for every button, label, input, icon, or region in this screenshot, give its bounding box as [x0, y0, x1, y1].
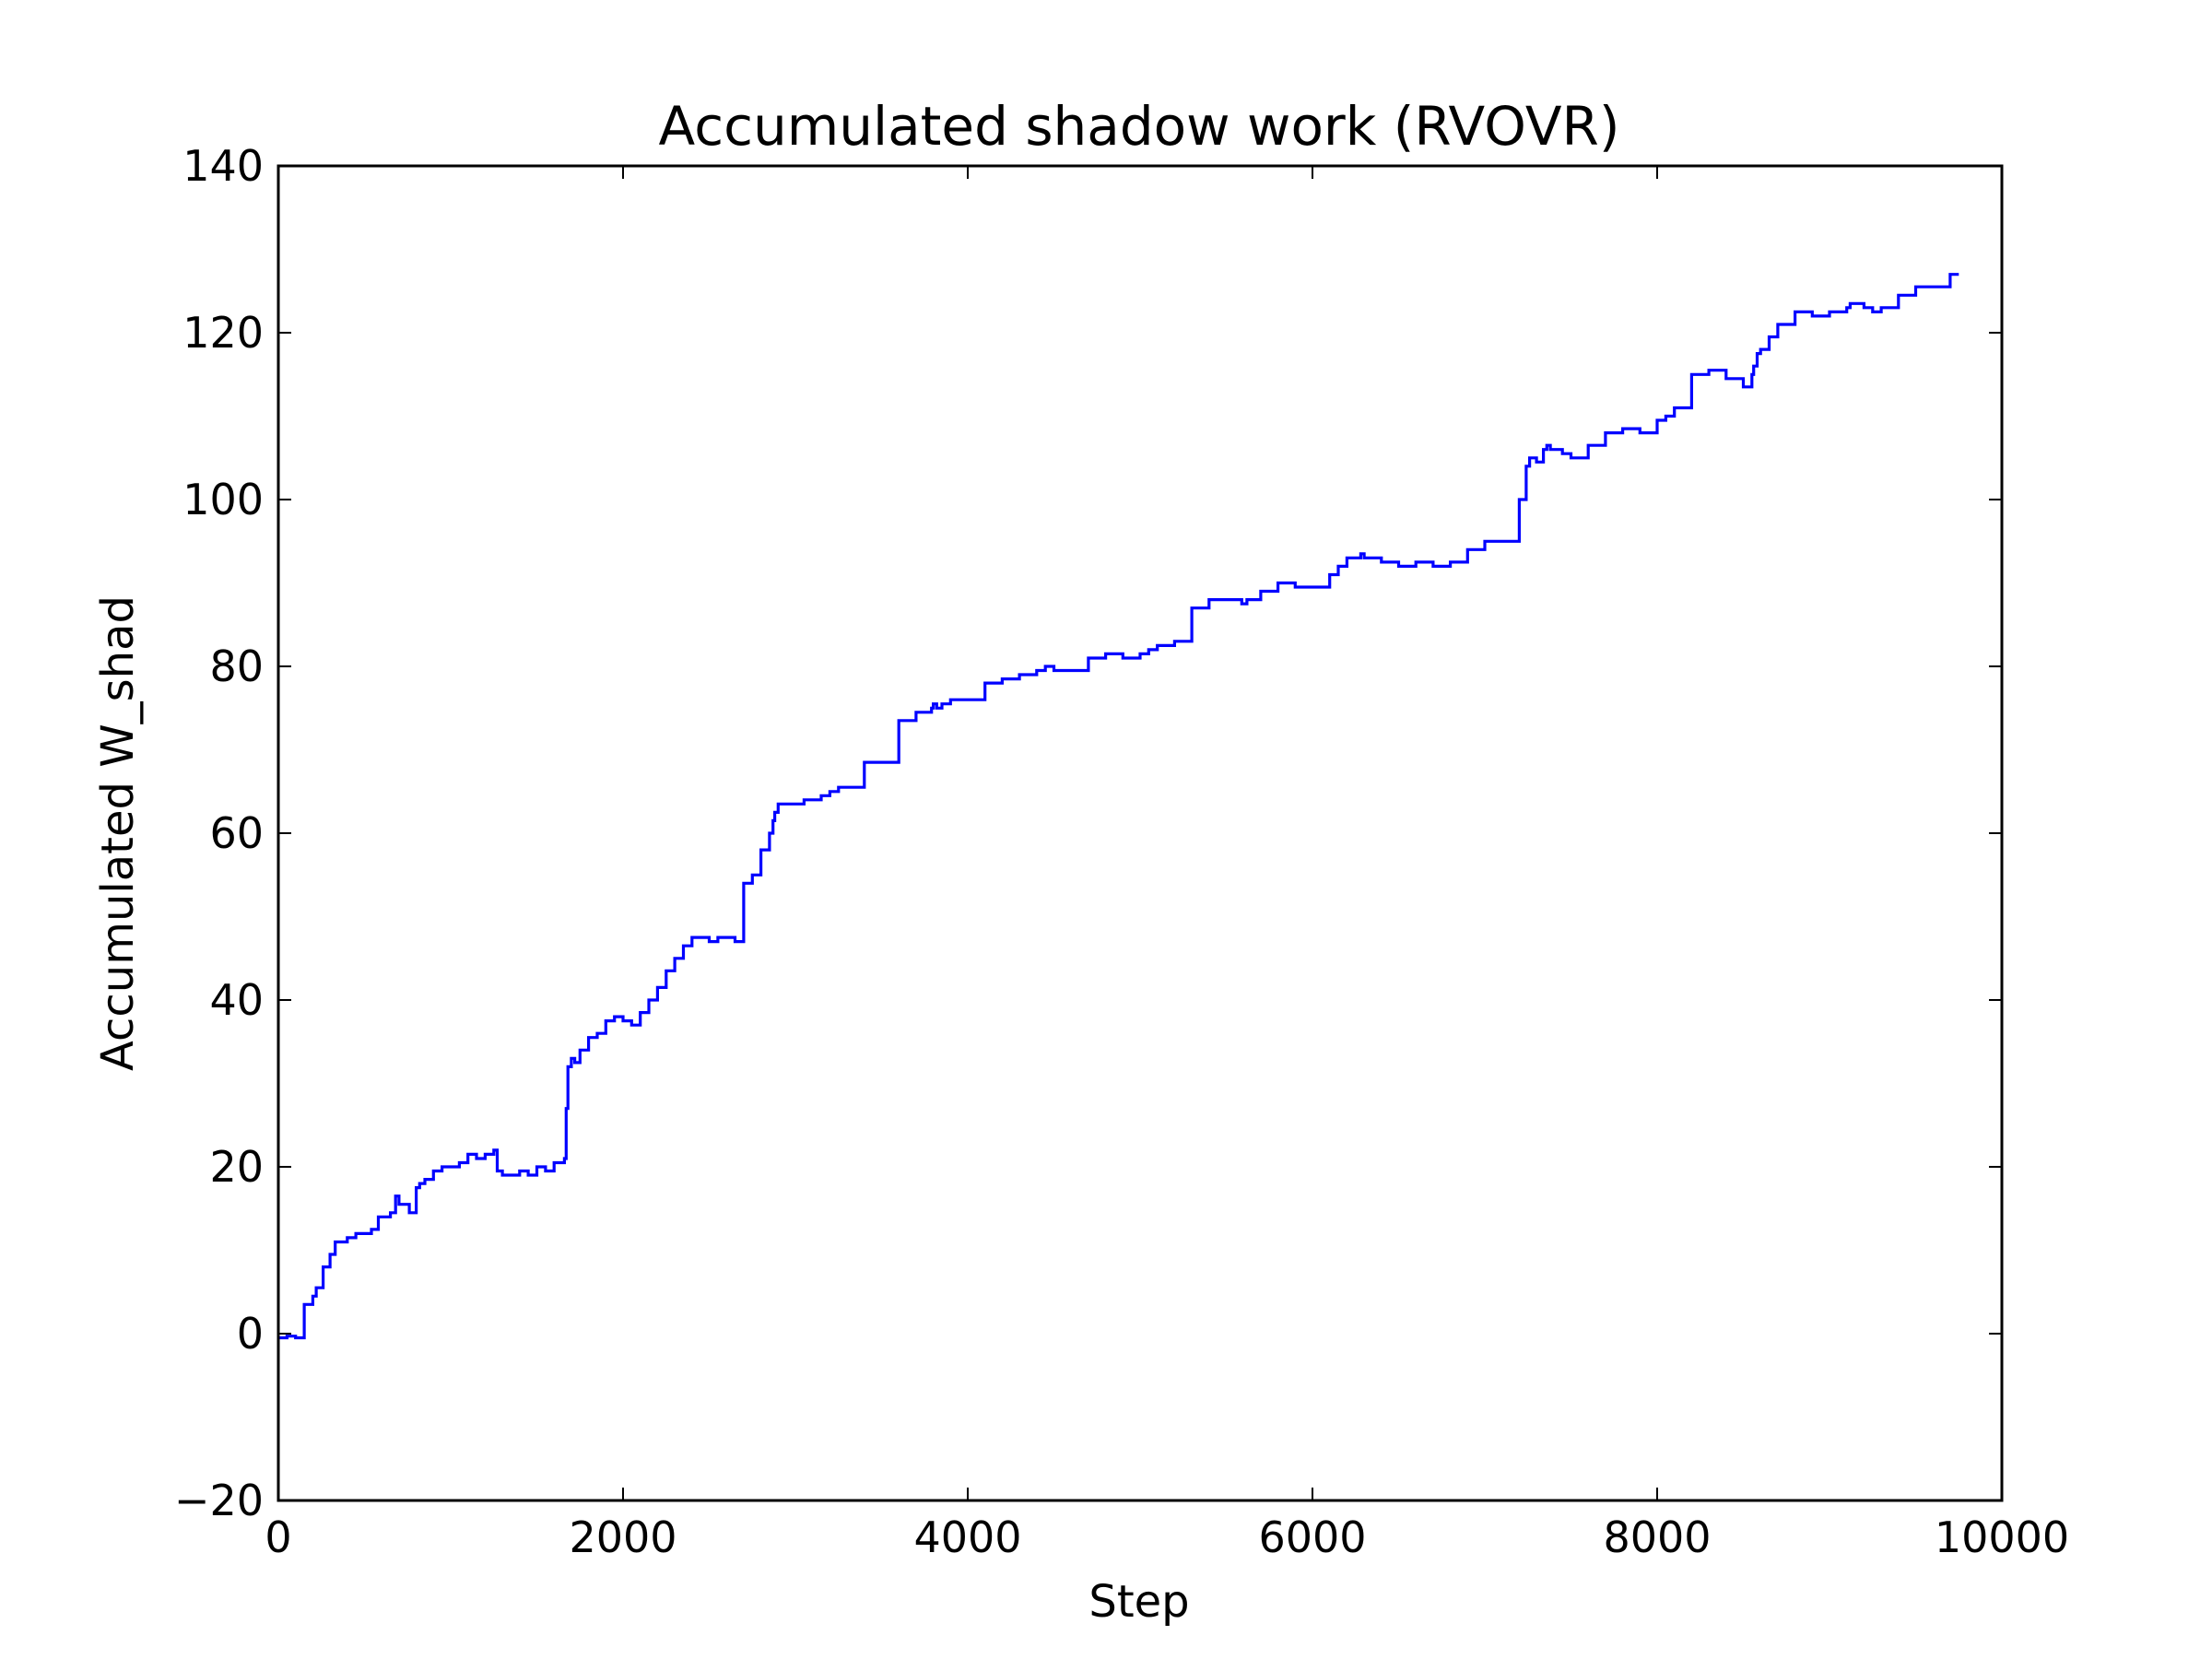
- y-tick-label: 40: [209, 975, 264, 1025]
- x-tick-label: 2000: [569, 1512, 677, 1562]
- y-tick-label: −20: [174, 1476, 264, 1525]
- series-line-w-shad: [278, 273, 1959, 1340]
- y-tick-label: 0: [237, 1309, 264, 1359]
- y-tick-label: 80: [209, 641, 264, 691]
- x-tick-label: 8000: [1603, 1512, 1711, 1562]
- x-tick-label: 4000: [913, 1512, 1021, 1562]
- y-tick-label: 100: [182, 475, 264, 524]
- y-tick-label: 140: [182, 141, 264, 191]
- x-tick-label: 10000: [1935, 1512, 2069, 1562]
- y-tick-label: 20: [209, 1142, 264, 1192]
- y-tick-label: 60: [209, 808, 264, 858]
- chart-title: Accumulated shadow work (RVOVR): [659, 95, 1620, 158]
- x-axis-label: Step: [1088, 1576, 1189, 1628]
- plot-frame: [276, 164, 2004, 1502]
- y-tick-label: 120: [182, 308, 264, 358]
- y-axis-label: Accumulated W_shad: [92, 595, 144, 1071]
- x-tick-label: 0: [265, 1512, 291, 1562]
- x-tick-label: 6000: [1258, 1512, 1366, 1562]
- tick-labels: 0 2000 4000 6000 8000 10000−20020406080100120…: [174, 141, 2069, 1562]
